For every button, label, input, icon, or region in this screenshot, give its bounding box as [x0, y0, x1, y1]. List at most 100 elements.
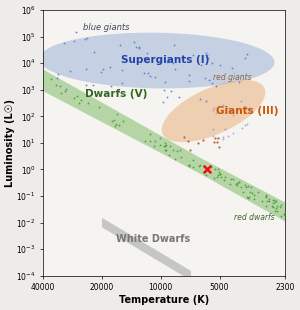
Point	[278, 204, 283, 209]
Point	[163, 144, 168, 149]
Point	[275, 208, 280, 213]
Point	[165, 60, 170, 65]
Point	[264, 194, 268, 199]
Point	[215, 166, 220, 171]
Point	[178, 155, 183, 160]
Point	[223, 126, 228, 131]
Point	[208, 165, 213, 170]
Point	[204, 99, 208, 104]
Point	[147, 138, 152, 143]
Point	[206, 55, 210, 60]
Point	[187, 163, 191, 168]
Point	[245, 52, 250, 57]
Point	[198, 96, 203, 101]
Point	[274, 206, 278, 210]
Point	[212, 135, 217, 140]
Point	[244, 104, 249, 109]
Point	[210, 60, 214, 65]
Point	[109, 84, 114, 89]
Point	[228, 181, 232, 186]
Point	[82, 37, 87, 42]
Point	[215, 173, 220, 178]
Point	[204, 172, 209, 177]
Point	[206, 78, 211, 83]
Point	[244, 121, 249, 126]
Point	[212, 139, 216, 144]
Point	[165, 94, 170, 99]
Point	[247, 107, 251, 112]
Point	[164, 148, 169, 153]
Point	[247, 194, 251, 199]
Point	[201, 138, 206, 143]
Point	[152, 144, 156, 148]
Point	[141, 71, 146, 76]
Point	[197, 163, 202, 168]
Point	[74, 93, 79, 98]
Point	[267, 197, 272, 202]
Point	[244, 184, 248, 189]
Point	[205, 167, 210, 172]
Point	[101, 66, 106, 71]
Point	[85, 101, 90, 106]
Point	[199, 63, 204, 68]
Point	[251, 193, 256, 197]
Point	[191, 52, 196, 57]
Point	[137, 46, 142, 51]
Point	[92, 50, 97, 55]
Text: Giants (III): Giants (III)	[216, 106, 279, 116]
Point	[212, 175, 216, 180]
Point	[91, 83, 96, 88]
Point	[79, 98, 83, 103]
Point	[121, 119, 126, 124]
Point	[234, 183, 239, 188]
Point	[274, 203, 279, 208]
Point	[187, 148, 192, 153]
Point	[226, 134, 231, 139]
Point	[171, 60, 176, 65]
Point	[222, 175, 227, 179]
Point	[236, 179, 241, 184]
Point	[64, 87, 69, 92]
Point	[111, 117, 116, 122]
Point	[131, 40, 136, 45]
Point	[173, 156, 178, 161]
Point	[169, 88, 174, 93]
Point	[117, 122, 122, 127]
Point	[256, 189, 261, 194]
Point	[212, 106, 217, 111]
Point	[238, 98, 243, 103]
Point	[221, 103, 226, 108]
Point	[56, 71, 60, 76]
Point	[283, 210, 288, 215]
Point	[214, 111, 218, 116]
Point	[205, 53, 209, 58]
Point	[214, 175, 219, 179]
Text: Supergiants (I): Supergiants (I)	[121, 55, 209, 65]
Text: White Dwarfs: White Dwarfs	[116, 233, 190, 244]
Point	[210, 108, 215, 113]
Point	[136, 45, 141, 50]
Point	[153, 74, 158, 79]
Text: red giants: red giants	[213, 73, 252, 82]
Point	[263, 203, 268, 208]
Point	[264, 193, 269, 198]
Text: red dwarfs: red dwarfs	[234, 213, 275, 222]
Point	[146, 71, 150, 76]
Polygon shape	[43, 69, 286, 222]
Point	[245, 196, 250, 201]
Point	[162, 79, 167, 84]
Point	[176, 95, 181, 100]
Point	[170, 148, 175, 153]
Point	[240, 125, 245, 130]
Point	[114, 122, 118, 127]
Point	[213, 84, 218, 89]
Point	[230, 66, 235, 71]
Polygon shape	[162, 80, 265, 142]
Point	[163, 143, 168, 148]
Point	[269, 204, 274, 209]
Point	[72, 96, 77, 101]
Polygon shape	[39, 33, 274, 88]
Point	[117, 42, 122, 47]
Point	[49, 76, 53, 81]
Point	[83, 83, 88, 88]
